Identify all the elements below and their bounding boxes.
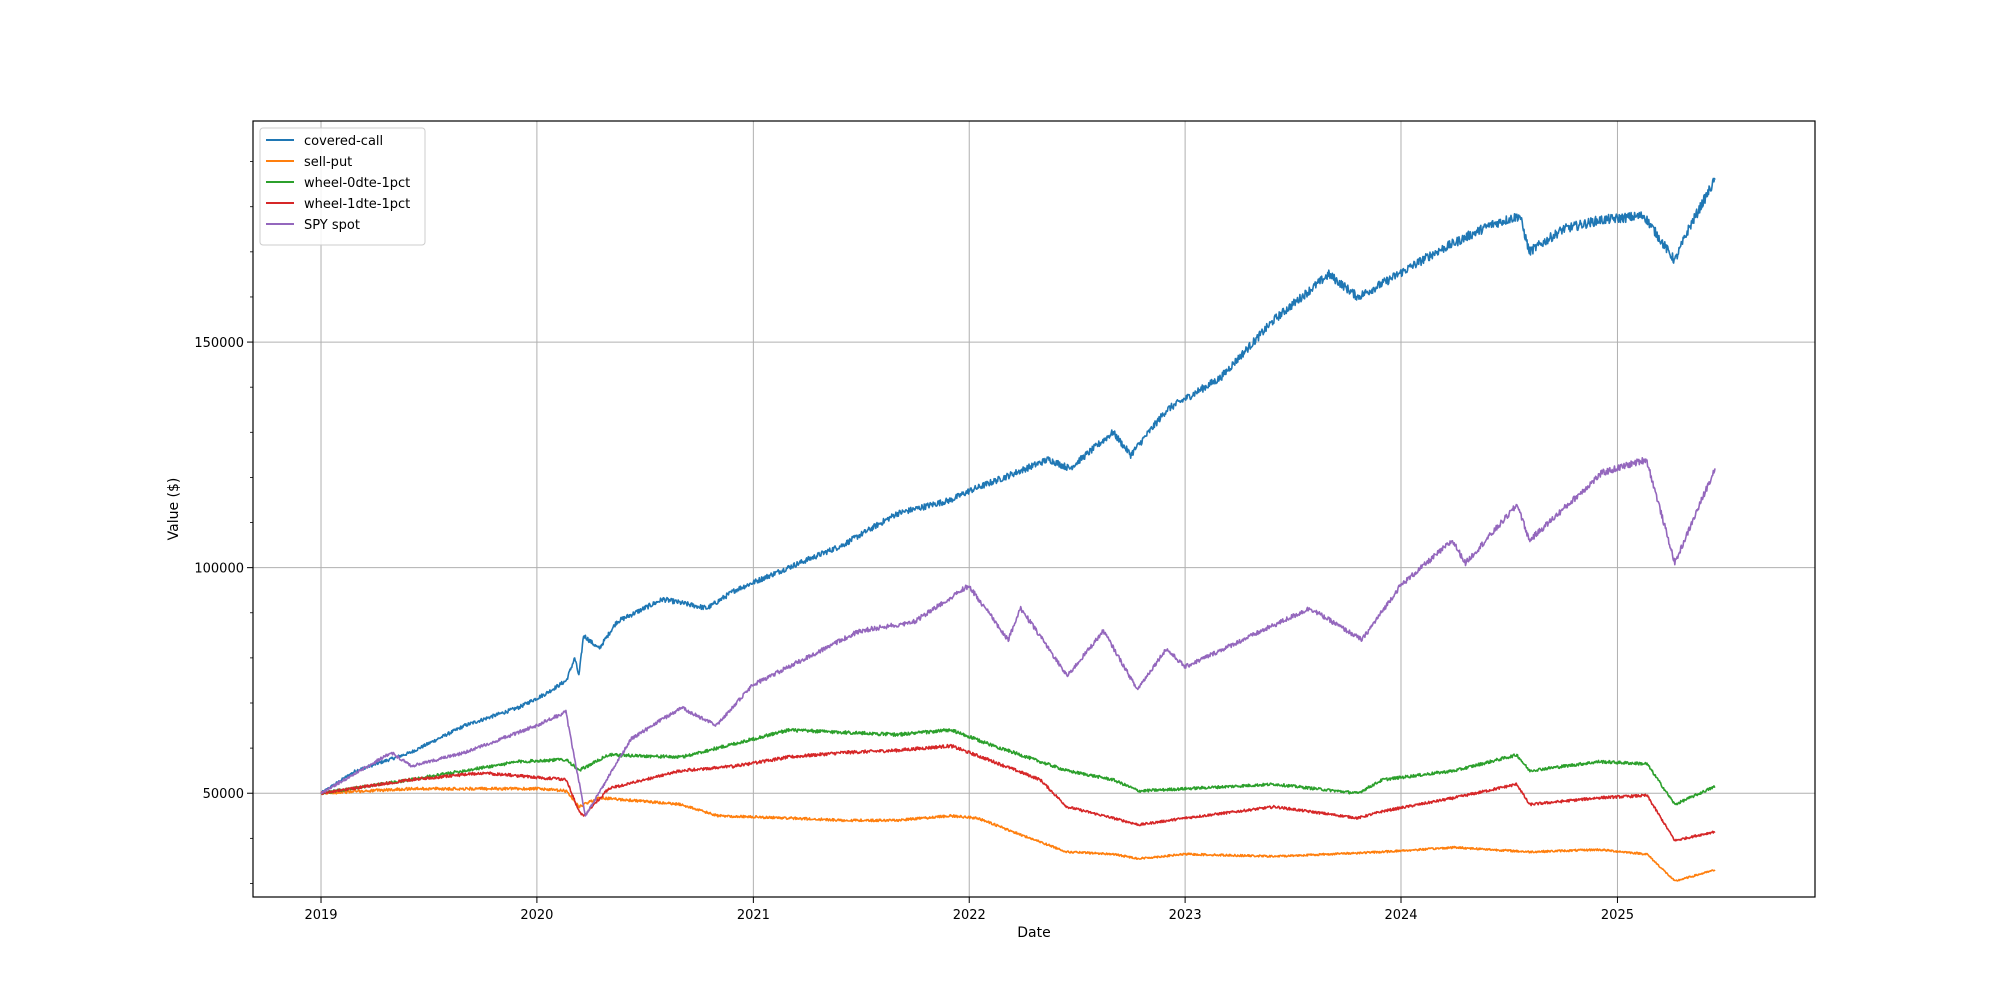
y-axis-label: Value ($)	[166, 478, 182, 541]
x-axis-ticks: 2019 2020 2021 2022 2023 2024 2025	[304, 897, 1634, 923]
series-line-spy-spot	[320, 457, 1716, 817]
legend-box	[259, 127, 426, 246]
series-line-wheel-0dte-1pct	[320, 727, 1716, 806]
series-line-covered-call	[320, 177, 1716, 795]
x-tick-label: 2024	[1384, 908, 1417, 923]
plot-frame	[252, 120, 1816, 898]
y-tick-label: 50000	[203, 787, 244, 802]
x-tick-label: 2025	[1601, 908, 1634, 923]
series-line-wheel-1dte-1pct	[320, 743, 1716, 842]
legend-label: wheel-1dte-1pct	[304, 197, 410, 212]
x-tick-label: 2019	[304, 908, 337, 923]
y-axis-ticks: 50000 100000 150000	[194, 161, 253, 884]
x-axis-label: Date	[1017, 925, 1050, 941]
x-tick-label: 2021	[737, 908, 770, 923]
grid-lines	[253, 121, 1815, 897]
x-tick-label: 2022	[953, 908, 986, 923]
legend-label: wheel-0dte-1pct	[304, 176, 410, 191]
x-tick-label: 2023	[1169, 908, 1202, 923]
series-lines	[320, 177, 1716, 882]
x-tick-label: 2020	[520, 908, 553, 923]
series-line-sell-put	[320, 786, 1716, 882]
legend-label: covered-call	[304, 134, 383, 149]
legend-label: sell-put	[304, 155, 352, 170]
legend-label: SPY spot	[304, 218, 360, 233]
y-tick-label: 100000	[194, 562, 244, 577]
y-tick-label: 150000	[194, 336, 244, 351]
legend: covered-call sell-put wheel-0dte-1pct wheel…	[259, 127, 426, 246]
